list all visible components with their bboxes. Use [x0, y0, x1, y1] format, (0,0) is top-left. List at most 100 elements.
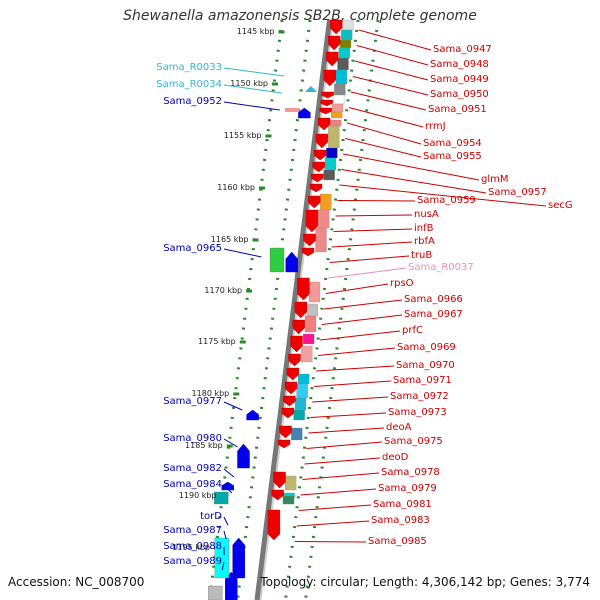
gene-label-right: Sama_0951 — [428, 104, 487, 115]
leader-line — [314, 380, 392, 387]
gene-label-left: Sama_0982 — [163, 463, 222, 474]
leader-line — [223, 401, 243, 411]
leader-line — [223, 468, 235, 478]
gene-label-right: nusA — [414, 209, 439, 220]
leader-line — [294, 541, 367, 543]
leader-line — [339, 184, 547, 207]
leader-line — [352, 76, 429, 96]
gene-arrow-forward — [297, 277, 310, 301]
leader-line — [308, 427, 385, 434]
topology-text: Topology: circular; Length: 4,306,142 bp… — [260, 575, 590, 589]
gene-label-right: Sama_R0037 — [408, 262, 474, 273]
leader-line — [223, 67, 285, 77]
gene-arrow-forward — [288, 353, 301, 367]
feature-block — [293, 409, 305, 421]
map-title: Shewanella amazonensis SB2B, complete ge… — [123, 8, 477, 24]
leader-line — [304, 457, 381, 465]
gene-arrow-reverse — [237, 443, 250, 469]
gene-label-left: Sama_R0034 — [156, 79, 222, 90]
gene-arrow-forward — [329, 19, 343, 35]
gene-label-right: deoA — [386, 422, 412, 433]
feature-block — [301, 345, 313, 363]
feature-block — [296, 383, 308, 399]
gene-arrow-forward — [321, 91, 334, 99]
scale-tick-label: 1165 kbp — [210, 235, 249, 244]
feature-block — [320, 193, 332, 211]
gene-label-right: Sama_0983 — [371, 515, 430, 526]
gene-arrow-forward — [319, 107, 332, 115]
feature-block — [324, 157, 337, 171]
feature-block — [342, 19, 354, 31]
feature-block — [291, 427, 303, 441]
feature-block — [330, 111, 343, 119]
leader-line — [306, 441, 383, 449]
gene-label-left: Sama_0977 — [163, 396, 222, 407]
gene-label-right: Sama_0985 — [368, 536, 427, 547]
leader-line — [323, 299, 403, 310]
gene-arrow-forward — [311, 173, 324, 183]
gene-arrow-forward — [303, 233, 316, 247]
gene-label-right: rpsO — [390, 278, 414, 289]
gene-arrow-forward — [315, 133, 329, 149]
feature-block — [214, 491, 229, 505]
rna-feature — [305, 86, 317, 92]
gene-label-right: Sama_0975 — [384, 436, 443, 447]
gene-label-right: secG — [548, 200, 573, 211]
gene-label-right: infB — [414, 223, 434, 234]
feature-block — [317, 209, 330, 229]
gene-label-left: torD — [200, 511, 222, 522]
leader-line — [319, 330, 401, 341]
leader-line — [221, 561, 225, 571]
rna-feature — [285, 108, 299, 112]
feature-block — [304, 315, 317, 333]
feature-block — [339, 39, 352, 49]
gene-arrow-forward — [327, 35, 341, 51]
gene-label-left: Sama_0952 — [163, 96, 222, 107]
feature-block — [294, 397, 307, 411]
scale-tick-label: 1180 kbp — [191, 389, 230, 398]
leader-line — [223, 530, 227, 540]
leader-line — [335, 214, 413, 217]
feature-block — [323, 169, 335, 181]
feature-block — [340, 29, 353, 41]
gene-arrow-forward — [301, 247, 315, 257]
gene-label-right: Sama_0949 — [430, 74, 489, 85]
leader-line — [298, 504, 372, 511]
accession-text: Accession: NC_008700 — [8, 575, 145, 589]
gene-label-right: prfC — [402, 325, 423, 336]
leader-line — [223, 101, 280, 111]
gene-arrow-forward — [325, 51, 339, 67]
feature-block — [338, 47, 351, 59]
gene-label-right: Sama_0955 — [423, 151, 482, 162]
gene-label-right: Sama_0972 — [390, 391, 449, 402]
gene-label-right: Sama_0981 — [373, 499, 432, 510]
scale-tick-label: 1155 kbp — [223, 131, 262, 140]
leader-line — [302, 472, 380, 480]
gene-arrow-forward — [305, 209, 319, 233]
gene-label-right: Sama_0979 — [378, 483, 437, 494]
leader-line — [223, 248, 262, 258]
scale-tick-label: 1170 kbp — [204, 286, 243, 295]
feature-block — [328, 125, 340, 149]
leader-line — [325, 283, 389, 294]
leader-line — [223, 84, 282, 94]
feature-block — [302, 333, 315, 345]
gene-arrow-forward — [281, 407, 295, 419]
gene-label-right: rrmJ — [425, 121, 446, 132]
feature-block — [331, 103, 344, 113]
gene-label-right: Sama_0954 — [423, 138, 482, 149]
gene-label-right: deoD — [382, 452, 409, 463]
feature-block — [284, 475, 297, 491]
leader-line — [333, 228, 413, 232]
feature-block — [334, 83, 346, 96]
scale-tick-label: 1185 kbp — [185, 441, 223, 450]
feature-block — [214, 537, 229, 579]
feature-block — [335, 69, 348, 85]
scale-tick-label: 1160 kbp — [217, 183, 255, 192]
gene-arrow-forward — [271, 489, 284, 501]
gene-arrow-forward — [267, 509, 281, 541]
gene-arrow-forward — [323, 69, 336, 87]
gene-arrow-forward — [317, 117, 331, 131]
gene-label-right: Sama_0948 — [430, 59, 489, 70]
gene-arrow-forward — [286, 367, 299, 381]
